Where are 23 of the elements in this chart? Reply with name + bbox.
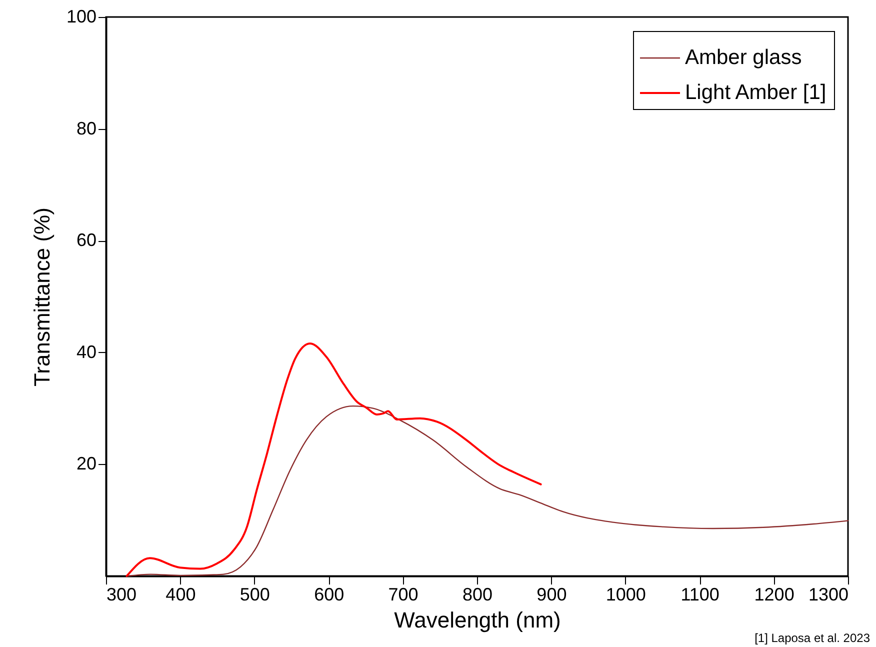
x-tick-label: 1000	[606, 584, 646, 604]
text: [1] Laposa et al. 2023	[754, 631, 870, 645]
x-tick-label: 1100	[680, 584, 720, 604]
x-tick-label: 700	[388, 584, 418, 604]
x-tick-label: 500	[240, 584, 270, 604]
y-tick-label: 40	[76, 342, 96, 362]
y-tick-label: 80	[76, 118, 96, 138]
y-tick-label: 20	[76, 454, 96, 474]
x-tick-label: 1200	[754, 584, 794, 604]
x-tick-label: 600	[314, 584, 344, 604]
x-tick-label: 900	[536, 584, 567, 604]
x-tick-label: 300	[106, 584, 137, 604]
x-axis-title: Wavelength (nm)	[394, 608, 561, 632]
legend-label: Light Amber [1]	[685, 81, 826, 104]
x-tick-label: 800	[462, 584, 493, 604]
y-tick-label: 100	[66, 6, 96, 26]
line-series	[128, 405, 849, 577]
y-tick-label: 60	[76, 230, 96, 250]
legend-label: Amber glass	[685, 46, 802, 69]
y-axis-title: Transmittance (%)	[29, 208, 54, 386]
x-tick-label: 400	[166, 584, 196, 604]
x-tick-label: 1300	[808, 584, 848, 604]
line-series	[126, 342, 542, 577]
